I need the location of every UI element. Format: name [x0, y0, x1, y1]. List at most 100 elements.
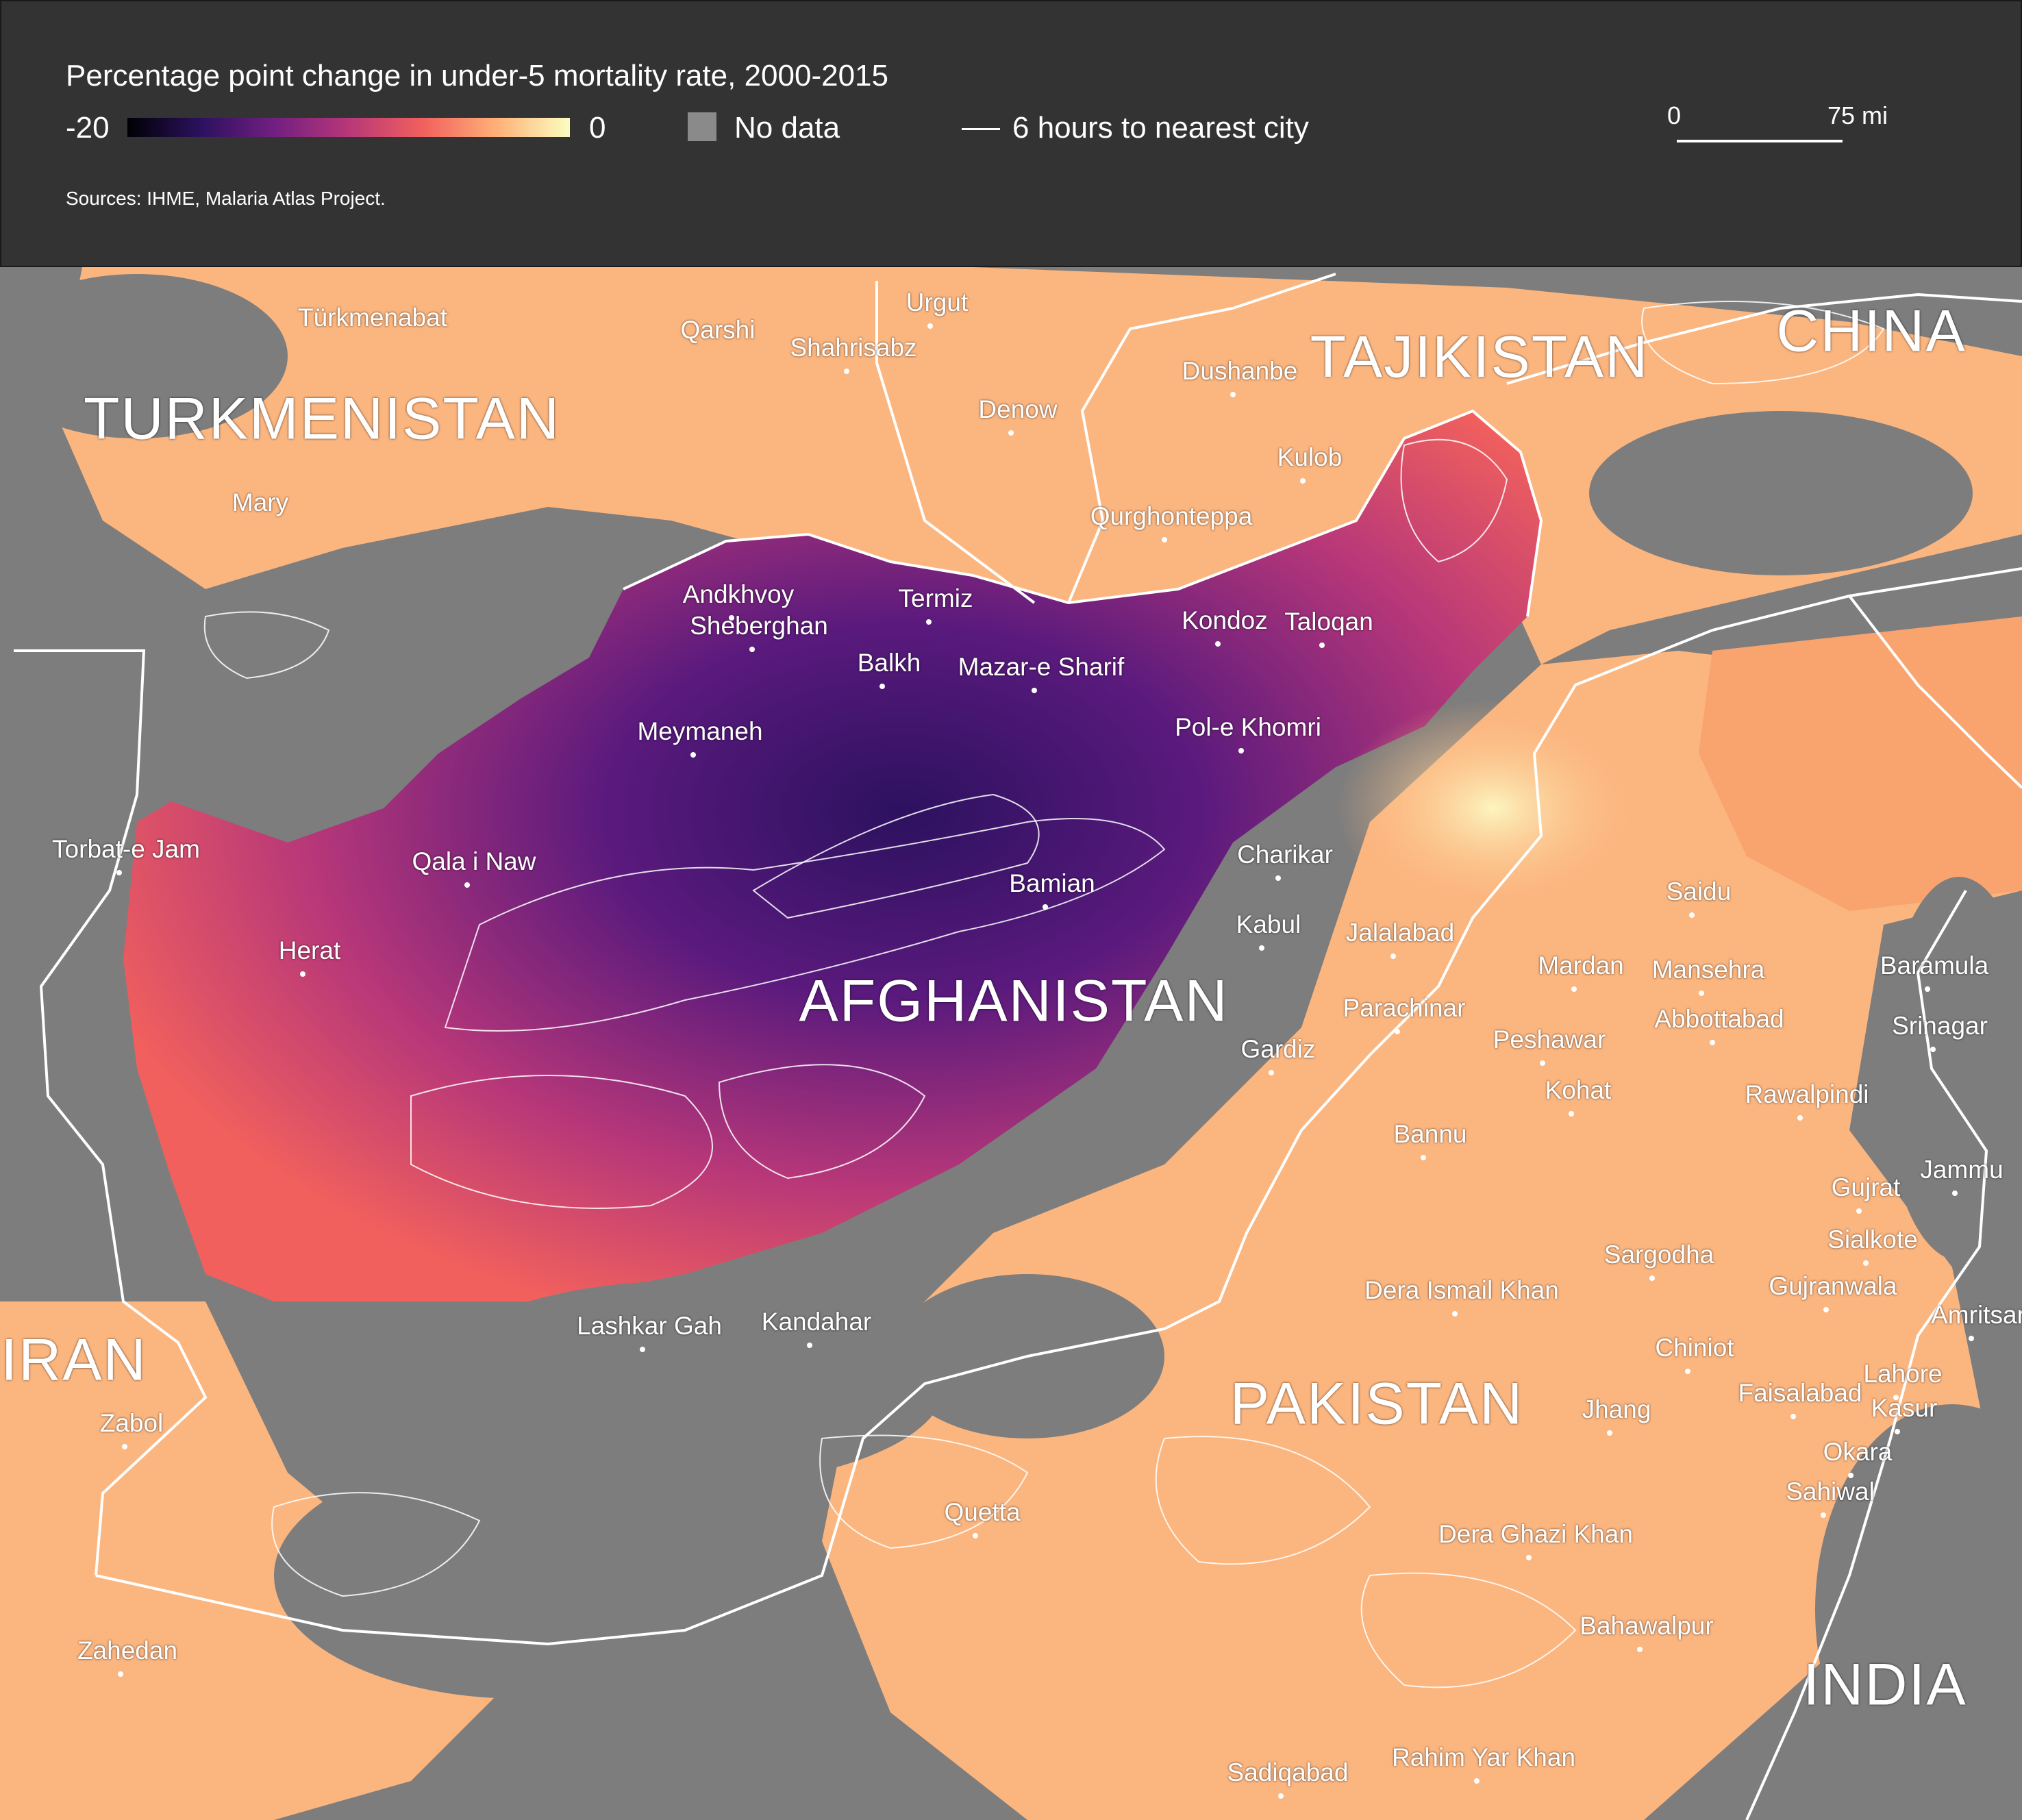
- pakistan-region: [822, 651, 2022, 1820]
- city-marker: [729, 615, 734, 621]
- country-label: TURKMENISTAN: [83, 386, 561, 452]
- city-marker: [1893, 1395, 1899, 1400]
- scale-bar-zero: 0: [1667, 101, 1682, 129]
- city-label: Kulob: [1277, 443, 1343, 471]
- city-label: Gardiz: [1240, 1035, 1316, 1063]
- city-marker: [973, 1533, 978, 1538]
- city-label: Balkh: [857, 649, 921, 677]
- city-marker: [1275, 875, 1281, 881]
- city-marker: [1856, 1208, 1862, 1214]
- country-label: CHINA: [1776, 298, 1967, 364]
- city-label: Sahiwal: [1786, 1478, 1875, 1506]
- city-label: Urgut: [906, 288, 969, 316]
- city-label: Peshawar: [1493, 1025, 1606, 1054]
- city-marker: [1689, 912, 1695, 918]
- city-label: Gujranwala: [1769, 1272, 1897, 1300]
- city-marker: [118, 1671, 123, 1677]
- city-label: Mansehra: [1651, 956, 1765, 984]
- city-marker: [464, 882, 470, 888]
- city-marker: [1848, 1473, 1854, 1478]
- legend-color-ramp: [127, 118, 570, 137]
- country-borders: [14, 273, 2022, 1820]
- iran-region: [0, 1301, 548, 1820]
- city-label: Chiniot: [1655, 1334, 1734, 1362]
- country-label: TAJIKISTAN: [1310, 324, 1649, 390]
- city-label: Sheberghan: [690, 612, 828, 640]
- city-label: Okara: [1823, 1438, 1893, 1466]
- city-marker: [1215, 641, 1221, 647]
- city-label: Meymaneh: [637, 717, 763, 745]
- city-label: Gujrat: [1831, 1173, 1901, 1201]
- scale-bar: [1677, 140, 1843, 142]
- legend-title: Percentage point change in under-5 morta…: [66, 59, 888, 92]
- city-label: Sialkote: [1827, 1225, 1918, 1254]
- no-data-label: No data: [734, 111, 840, 145]
- city-label: Türkmenabat: [298, 303, 447, 332]
- city-label: Kasur: [1871, 1394, 1938, 1422]
- city-marker: [1969, 1336, 1974, 1341]
- city-label: Lahore: [1863, 1360, 1943, 1388]
- city-label: Andkhvoy: [682, 580, 795, 608]
- city-label: Denow: [978, 395, 1058, 423]
- city-marker: [1269, 1070, 1274, 1075]
- city-label: Kondoz: [1182, 606, 1268, 634]
- city-marker: [1685, 1369, 1690, 1374]
- city-label: Jammu: [1920, 1156, 2004, 1184]
- city-label: Qarshi: [680, 316, 756, 344]
- sources-note: Sources: IHME, Malaria Atlas Project.: [66, 188, 386, 209]
- city-label: Quetta: [944, 1498, 1021, 1526]
- city-label: Kohat: [1545, 1076, 1612, 1104]
- city-marker: [1162, 537, 1167, 543]
- city-marker: [300, 971, 305, 977]
- city-label: Taloqan: [1284, 608, 1373, 636]
- travel-time-line-swatch: [962, 128, 1000, 130]
- city-marker: [1607, 1430, 1612, 1436]
- city-marker: [640, 1347, 645, 1352]
- city-label: Mardan: [1538, 951, 1624, 980]
- city-label: Srinagar: [1892, 1012, 1988, 1040]
- city-marker: [1790, 1414, 1796, 1419]
- city-marker: [927, 323, 933, 329]
- city-label: Mazar-e Sharif: [958, 653, 1125, 681]
- city-label: Zahedan: [77, 1636, 178, 1665]
- city-marker: [1895, 1429, 1900, 1434]
- city-label: Zabol: [99, 1409, 164, 1437]
- city-marker: [1032, 688, 1037, 693]
- city-marker: [1571, 986, 1577, 992]
- no-data-south-afghanistan: [425, 1281, 945, 1486]
- city-label: Bannu: [1393, 1120, 1467, 1148]
- country-label: INDIA: [1803, 1651, 1967, 1718]
- no-data-pamir: [1589, 411, 1973, 575]
- city-marker: [1649, 1275, 1655, 1281]
- city-marker: [1452, 1311, 1458, 1317]
- city-marker: [1238, 748, 1244, 753]
- city-marker: [1043, 904, 1048, 910]
- city-label: Pol-e Khomri: [1175, 713, 1321, 741]
- travel-time-label: 6 hours to nearest city: [1012, 111, 1309, 145]
- city-label: Saidu: [1666, 877, 1732, 906]
- city-label: Kabul: [1236, 910, 1301, 938]
- city-marker: [1710, 1040, 1715, 1045]
- city-marker: [879, 684, 885, 689]
- city-label: Rahim Yar Khan: [1391, 1743, 1576, 1771]
- city-label: Faisalabad: [1738, 1379, 1862, 1407]
- city-marker: [1395, 1029, 1400, 1034]
- city-marker: [749, 647, 755, 652]
- city-label: Parachinar: [1343, 994, 1466, 1022]
- country-label: AFGHANISTAN: [799, 968, 1229, 1034]
- city-label: Kandahar: [761, 1308, 872, 1336]
- city-marker: [116, 870, 122, 875]
- city-marker: [122, 1444, 127, 1449]
- city-marker: [1259, 945, 1264, 951]
- city-marker: [926, 619, 932, 625]
- city-marker: [1278, 1793, 1284, 1799]
- city-marker: [1421, 1155, 1426, 1160]
- city-label: Torbat-e Jam: [52, 835, 200, 863]
- city-label: Jalalabad: [1345, 919, 1455, 947]
- country-label: PAKISTAN: [1230, 1371, 1524, 1437]
- city-marker: [1637, 1647, 1643, 1652]
- city-label: Jhang: [1582, 1395, 1651, 1423]
- city-marker: [1797, 1115, 1803, 1121]
